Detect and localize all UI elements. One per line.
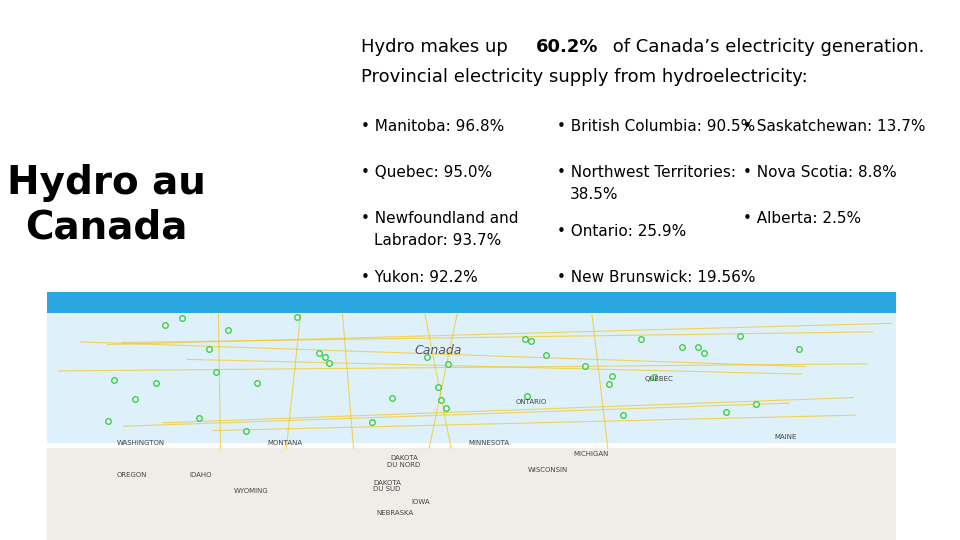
Text: IOWA: IOWA [412,499,430,505]
Text: • Northwest Territories:: • Northwest Territories: [557,165,735,180]
Text: • Ontario: 25.9%: • Ontario: 25.9% [557,224,686,239]
Text: 38.5%: 38.5% [569,187,618,202]
Text: Canada: Canada [414,345,462,357]
Text: • Saskatchewan: 13.7%: • Saskatchewan: 13.7% [743,119,926,134]
Text: WISCONSIN: WISCONSIN [528,467,568,473]
Text: • Quebec: 95.0%: • Quebec: 95.0% [361,165,492,180]
Text: DAKOTA
DU NORD: DAKOTA DU NORD [387,455,420,468]
Text: • Manitoba: 96.8%: • Manitoba: 96.8% [361,119,505,134]
Polygon shape [47,313,897,448]
Text: 60.2%: 60.2% [536,38,598,56]
FancyBboxPatch shape [47,292,897,540]
Text: MICHIGAN: MICHIGAN [573,450,609,457]
Text: IDAHO: IDAHO [189,472,211,478]
Text: MONTANA: MONTANA [268,440,302,446]
Text: DAKOTA
DU SUD: DAKOTA DU SUD [373,480,401,492]
Polygon shape [47,443,897,540]
Text: Provincial electricity supply from hydroelectricity:: Provincial electricity supply from hydro… [361,68,808,86]
Text: OREGON: OREGON [117,472,148,478]
Text: • Alberta: 2.5%: • Alberta: 2.5% [743,211,861,226]
Text: Labrador: 93.7%: Labrador: 93.7% [374,233,501,248]
Text: • Nova Scotia: 8.8%: • Nova Scotia: 8.8% [743,165,898,180]
Text: • Newfoundland and: • Newfoundland and [361,211,519,226]
Text: • Yukon: 92.2%: • Yukon: 92.2% [361,270,478,285]
Text: MINNESOTA: MINNESOTA [468,440,510,446]
Text: Hydro au
Canada: Hydro au Canada [8,164,206,246]
Text: ONTARIO: ONTARIO [516,399,547,406]
Text: QUÉBEC: QUÉBEC [644,374,673,382]
Text: Hydro makes up: Hydro makes up [361,38,514,56]
Text: • New Brunswick: 19.56%: • New Brunswick: 19.56% [557,270,756,285]
Text: MAINE: MAINE [775,434,797,441]
Text: NEBRASKA: NEBRASKA [377,510,414,516]
Text: • British Columbia: 90.5%: • British Columbia: 90.5% [557,119,755,134]
Text: WASHINGTON: WASHINGTON [117,440,165,446]
Text: WYOMING: WYOMING [233,488,269,495]
Text: of Canada’s electricity generation.: of Canada’s electricity generation. [607,38,924,56]
